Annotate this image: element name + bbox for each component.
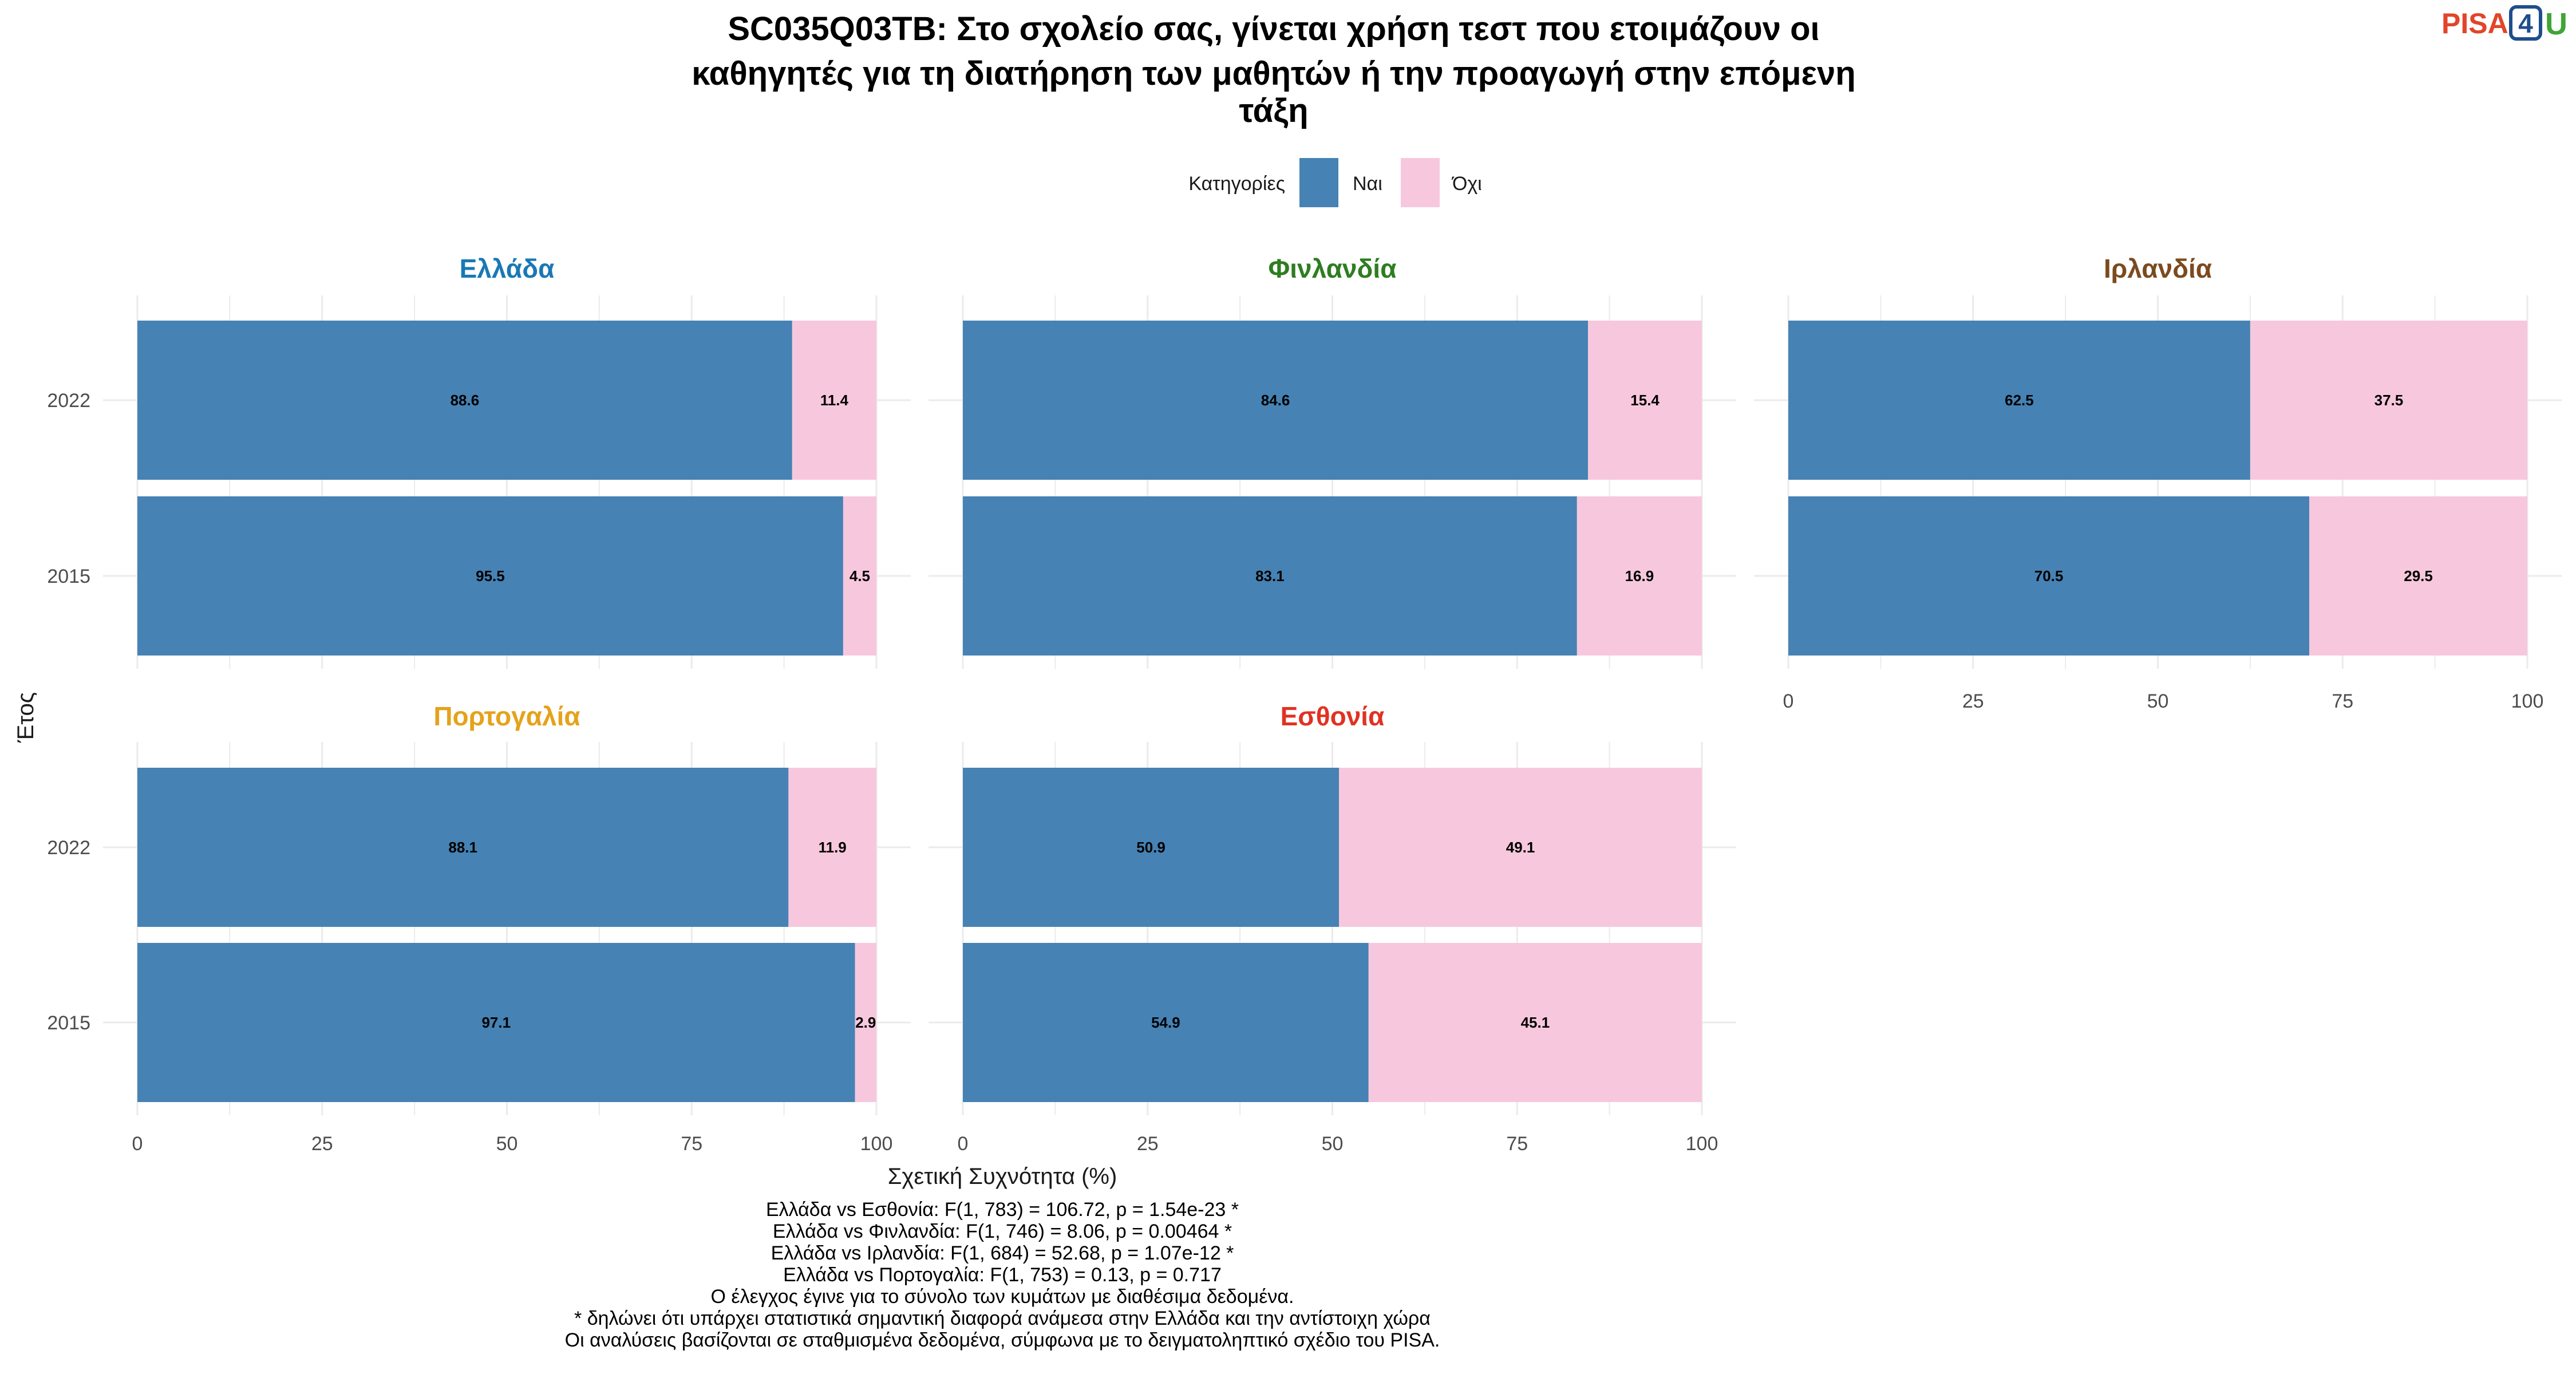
facet-panels: Ελλάδα 88.6 11.4 2022 95.5 4.5 2015 Φινλανδία 84…	[47, 254, 2562, 1155]
y-tick-label-2022: 2022	[47, 390, 90, 412]
y-tick-label-2015: 2015	[47, 1012, 90, 1034]
facet-title-εσθονία: Εσθονία	[1281, 701, 1385, 731]
x-tick-label-25: 25	[311, 1133, 333, 1155]
data-label-yes-2022: 88.1	[448, 839, 477, 856]
data-label-no-2015: 29.5	[2404, 567, 2433, 585]
x-tick-label-75: 75	[681, 1133, 702, 1155]
legend-swatch-yes	[1299, 158, 1338, 207]
x-tick-label-100: 100	[1686, 1133, 1718, 1155]
bar-no-2015	[855, 943, 876, 1102]
y-tick-label-2015: 2015	[47, 566, 90, 587]
data-label-yes-2022: 62.5	[2005, 392, 2034, 409]
footer-line-7: Οι αναλύσεις βασίζονται σε σταθμισμένα δ…	[565, 1329, 1440, 1351]
bar-yes-2022	[963, 321, 1589, 480]
title-line-1: SC035Q03TB: Στο σχολείο σας, γίνεται χρή…	[728, 10, 1819, 48]
data-label-no-2015: 16.9	[1625, 567, 1654, 585]
logo-u-text: U	[2545, 7, 2567, 41]
data-label-no-2022: 49.1	[1506, 839, 1535, 856]
bar-yes-2015	[1788, 496, 2310, 656]
x-tick-label-100: 100	[2511, 690, 2544, 712]
x-tick-label-75: 75	[2332, 690, 2353, 712]
bar-no-2015	[2309, 496, 2527, 656]
footer-line-4: Ελλάδα vs Πορτογαλία: F(1, 753) = 0.13, …	[783, 1264, 1222, 1286]
panel-ιρλανδία: Ιρλανδία 62.5 37.5 70.5 29.5 0 25 50 75 100	[1754, 254, 2562, 712]
bar-no-2015	[843, 496, 876, 656]
x-tick-label-50: 50	[496, 1133, 518, 1155]
chart-title: SC035Q03TB: Στο σχολείο σας, γίνεται χρή…	[692, 10, 1855, 129]
footer-line-2: Ελλάδα vs Φινλανδία: F(1, 746) = 8.06, p…	[773, 1221, 1232, 1242]
bar-yes-2022	[137, 768, 789, 927]
data-label-yes-2022: 50.9	[1136, 839, 1165, 856]
x-tick-label-25: 25	[1137, 1133, 1159, 1155]
bar-no-2022	[788, 768, 876, 927]
bar-yes-2015	[963, 943, 1369, 1102]
panel-πορτογαλία: Πορτογαλία 88.1 11.9 2022 97.1 2.9 2015 0 25 50 75…	[47, 701, 911, 1155]
pisa4u-logo: PISA 4 U	[2441, 5, 2567, 41]
x-tick-label-50: 50	[2147, 690, 2169, 712]
footer-notes: Ελλάδα vs Εσθονία: F(1, 783) = 106.72, p…	[565, 1199, 1440, 1351]
legend: Κατηγορίες Ναι Όχι	[1188, 158, 1482, 207]
x-tick-label-75: 75	[1506, 1133, 1528, 1155]
facet-title-πορτογαλία: Πορτογαλία	[433, 701, 580, 731]
bar-no-2015	[1577, 496, 1702, 656]
facet-title-φινλανδία: Φινλανδία	[1269, 254, 1397, 283]
legend-label-no: Όχι	[1451, 173, 1482, 195]
data-label-yes-2015: 54.9	[1151, 1014, 1180, 1031]
data-label-yes-2015: 70.5	[2034, 567, 2064, 585]
bar-no-2022	[2250, 321, 2527, 480]
data-label-yes-2015: 95.5	[476, 567, 505, 585]
footer-line-3: Ελλάδα vs Ιρλανδία: F(1, 684) = 52.68, p…	[771, 1242, 1234, 1264]
data-label-no-2022: 37.5	[2374, 392, 2404, 409]
x-tick-label-25: 25	[1962, 690, 1984, 712]
bar-yes-2015	[137, 496, 843, 656]
bar-yes-2022	[137, 321, 792, 480]
data-label-no-2022: 15.4	[1630, 392, 1660, 409]
x-tick-label-100: 100	[860, 1133, 893, 1155]
logo-4-text: 4	[2518, 9, 2533, 38]
y-tick-label-2022: 2022	[47, 837, 90, 859]
legend-title: Κατηγορίες	[1188, 173, 1285, 195]
logo-pisa-text: PISA	[2441, 7, 2508, 40]
title-line-3: τάξη	[1239, 92, 1308, 129]
data-label-no-2022: 11.9	[819, 839, 847, 856]
facet-title-ελλάδα: Ελλάδα	[460, 254, 555, 283]
bar-yes-2022	[1788, 321, 2250, 480]
data-label-no-2015: 2.9	[855, 1014, 876, 1031]
footer-line-6: * δηλώνει ότι υπάρχει στατιστικά σημαντι…	[574, 1308, 1431, 1329]
bar-no-2015	[1368, 943, 1702, 1102]
data-label-no-2015: 45.1	[1521, 1014, 1550, 1031]
footer-line-1: Ελλάδα vs Εσθονία: F(1, 783) = 106.72, p…	[766, 1199, 1239, 1221]
bar-no-2022	[792, 321, 876, 480]
legend-swatch-no	[1401, 158, 1440, 207]
x-axis-title: Σχετική Συχνότητα (%)	[888, 1164, 1117, 1189]
data-label-no-2015: 4.5	[850, 567, 870, 585]
footer-line-5: Ο έλεγχος έγινε για το σύνολο των κυμάτω…	[711, 1286, 1294, 1308]
bar-yes-2015	[137, 943, 855, 1102]
bar-yes-2022	[963, 768, 1340, 927]
bar-yes-2015	[963, 496, 1577, 656]
x-tick-label-50: 50	[1322, 1133, 1344, 1155]
panel-εσθονία: Εσθονία 50.9 49.1 54.9 45.1 0 25 50 75 100	[929, 701, 1736, 1155]
data-label-yes-2022: 88.6	[451, 392, 480, 409]
data-label-yes-2015: 83.1	[1255, 567, 1285, 585]
legend-label-yes: Ναι	[1353, 173, 1382, 195]
data-label-yes-2022: 84.6	[1261, 392, 1290, 409]
data-label-no-2022: 11.4	[820, 392, 849, 409]
facet-title-ιρλανδία: Ιρλανδία	[2104, 254, 2212, 283]
y-axis-title: Έτος	[13, 692, 38, 743]
panel-ελλάδα: Ελλάδα 88.6 11.4 2022 95.5 4.5 2015	[47, 254, 911, 669]
bar-no-2022	[1588, 321, 1702, 480]
bar-no-2022	[1339, 768, 1702, 927]
data-label-yes-2015: 97.1	[481, 1014, 511, 1031]
x-tick-label-0: 0	[132, 1133, 143, 1155]
panel-φινλανδία: Φινλανδία 84.6 15.4 83.1 16.9	[929, 254, 1736, 669]
x-tick-label-0: 0	[1783, 690, 1794, 712]
x-tick-label-0: 0	[958, 1133, 969, 1155]
logo-4-box	[2509, 5, 2542, 41]
title-line-2: καθηγητές για τη διατήρηση των μαθητών ή…	[692, 55, 1855, 92]
